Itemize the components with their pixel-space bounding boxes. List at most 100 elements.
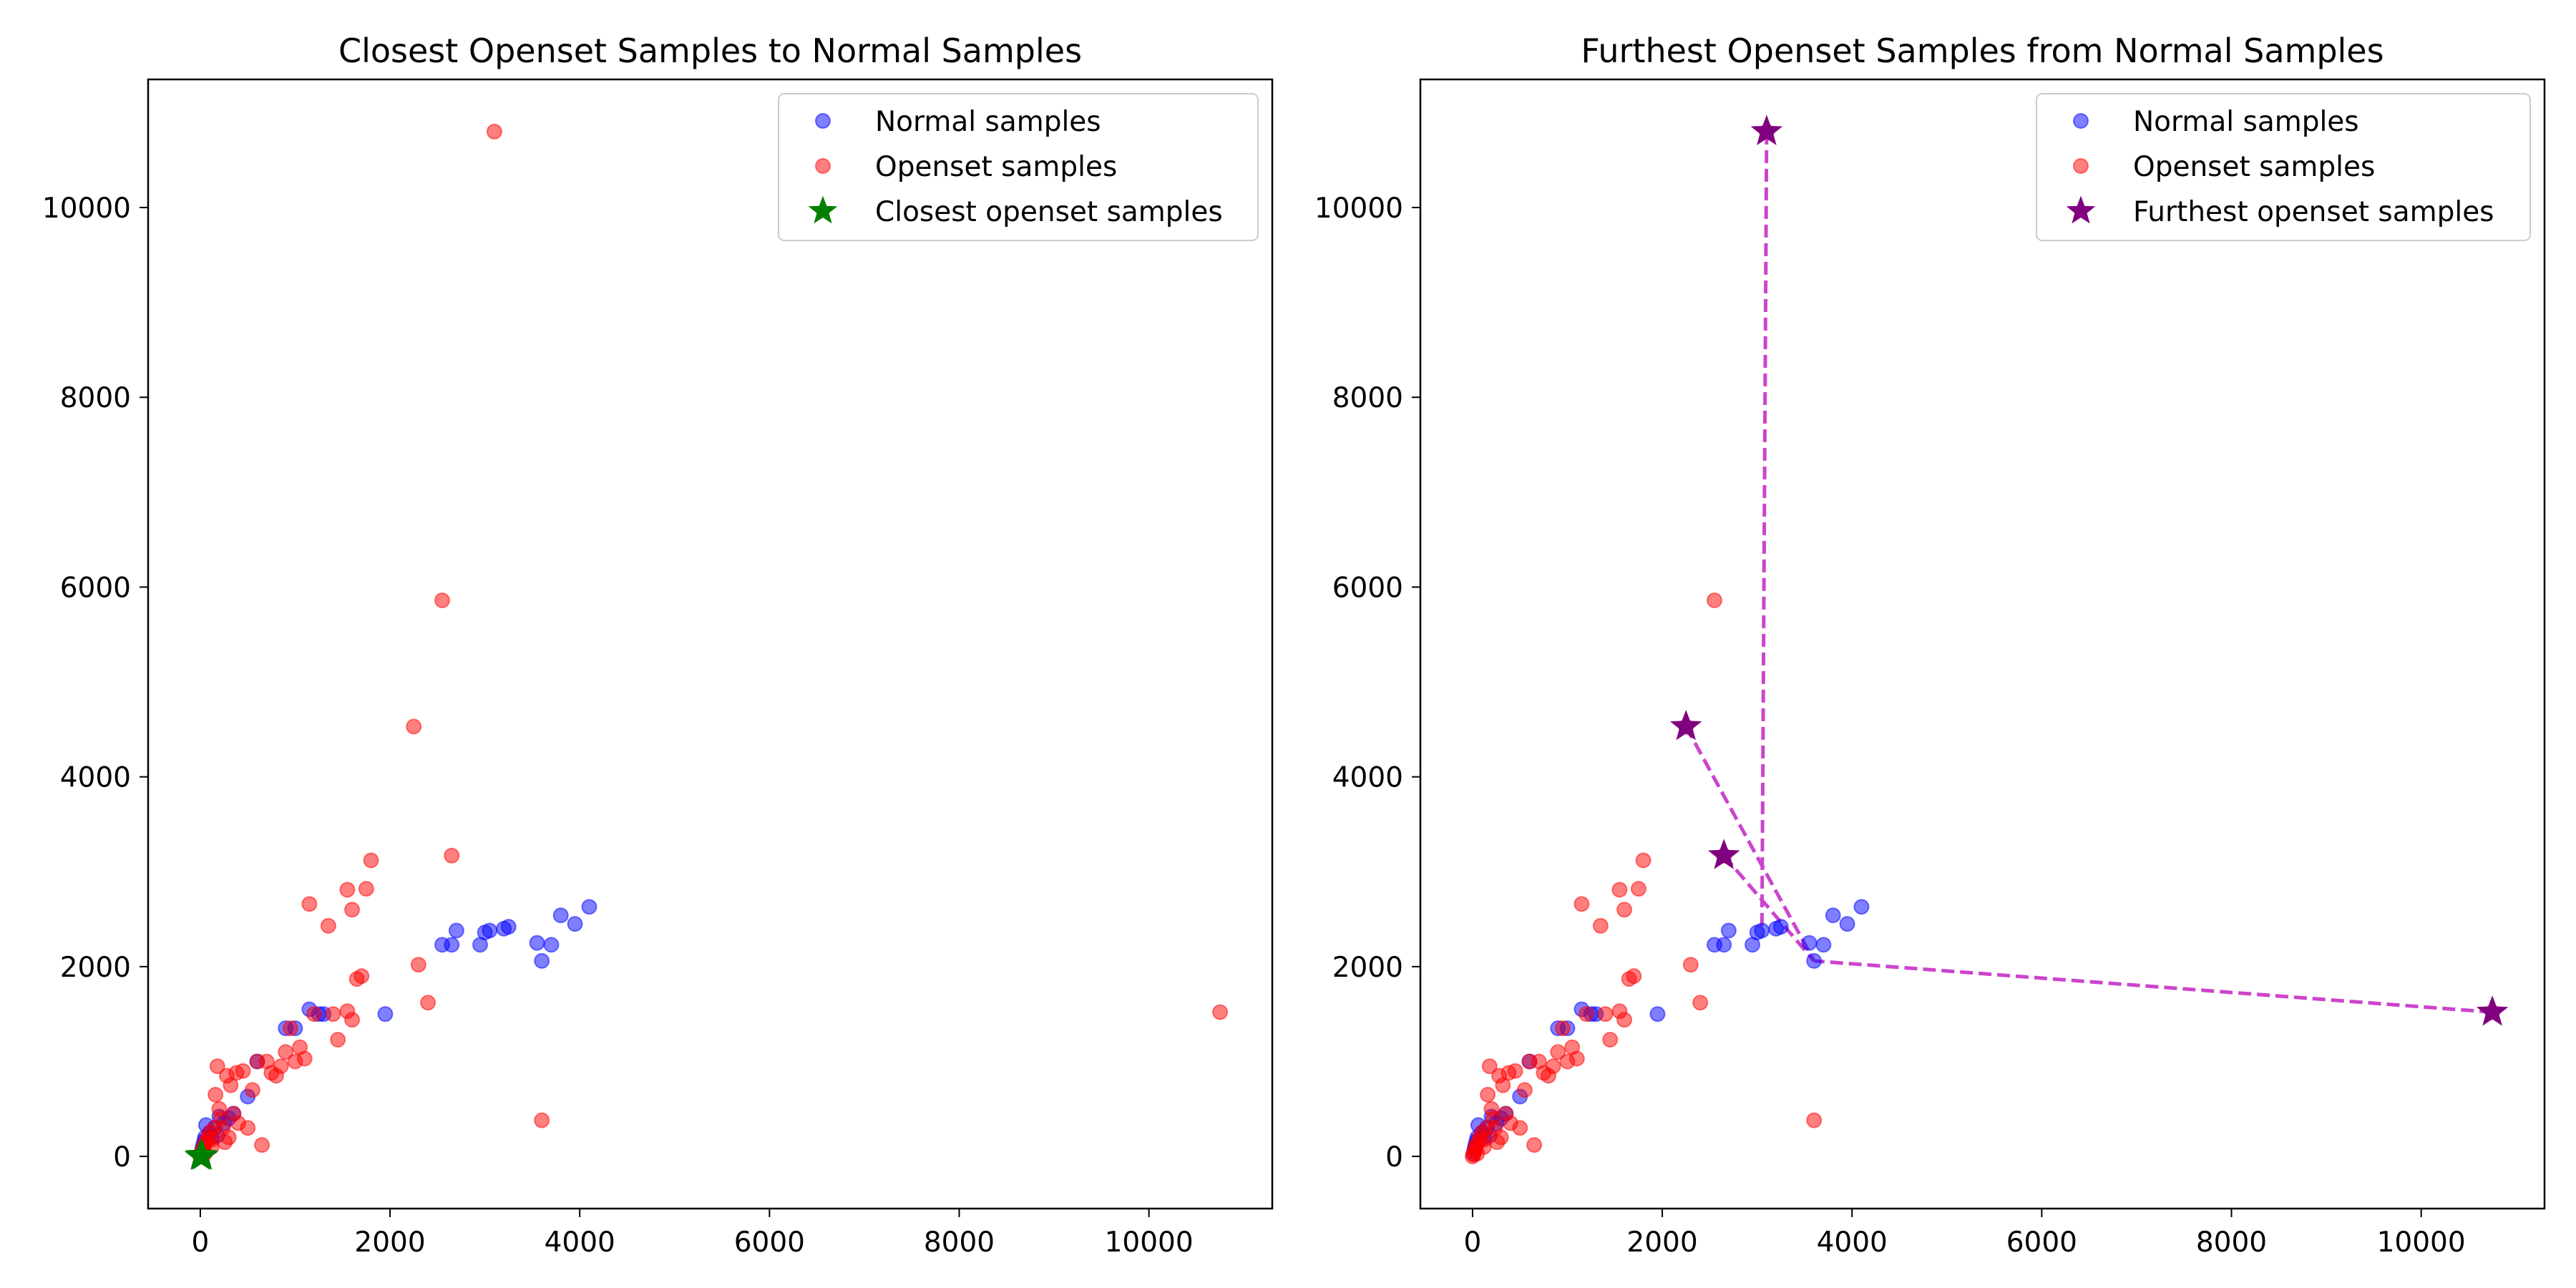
data-point bbox=[534, 952, 550, 969]
data-point bbox=[320, 917, 336, 934]
data-point bbox=[1635, 852, 1652, 869]
x-tick-label: 2000 bbox=[1626, 1226, 1697, 1259]
x-tick-label: 8000 bbox=[2196, 1226, 2267, 1259]
x-tick-label: 6000 bbox=[734, 1226, 805, 1259]
legend-circle-marker bbox=[815, 158, 831, 174]
data-point bbox=[529, 935, 545, 951]
connector-line bbox=[1722, 854, 1816, 962]
legend: Normal samples Openset samples Closest ope… bbox=[778, 93, 1259, 241]
data-point bbox=[1507, 1063, 1523, 1079]
x-tick-label: 4000 bbox=[545, 1226, 615, 1259]
x-tick-label: 10000 bbox=[1105, 1226, 1194, 1259]
legend-star-marker bbox=[808, 195, 838, 224]
data-point bbox=[552, 907, 569, 924]
connector-line bbox=[1684, 726, 1816, 962]
legend: Normal samples Openset samples Furthest op… bbox=[2036, 93, 2531, 241]
data-point bbox=[1853, 899, 1870, 915]
x-tick-label: 4000 bbox=[1817, 1226, 1888, 1259]
data-point bbox=[534, 1112, 550, 1128]
connector-line bbox=[1813, 959, 2493, 1015]
data-point bbox=[220, 1129, 237, 1146]
data-point bbox=[1626, 968, 1642, 985]
data-point bbox=[330, 1031, 346, 1048]
series-2 bbox=[1669, 114, 2509, 1026]
series-1 bbox=[1464, 123, 2501, 1165]
data-point bbox=[1616, 1012, 1633, 1028]
data-point bbox=[1801, 935, 1818, 951]
data-point bbox=[1839, 916, 1855, 932]
data-point bbox=[482, 922, 498, 939]
data-point bbox=[1493, 1129, 1509, 1146]
legend-star-marker bbox=[2066, 195, 2096, 224]
chart-title: Closest Openset Samples to Normal Sample… bbox=[338, 31, 1082, 70]
legend-frame bbox=[778, 93, 1259, 241]
data-point bbox=[339, 882, 356, 898]
y-tick-label: 8000 bbox=[1332, 382, 1403, 414]
data-point bbox=[1545, 1058, 1561, 1075]
x-tick-label: 2000 bbox=[354, 1226, 425, 1259]
data-point bbox=[306, 1006, 323, 1023]
data-point bbox=[1706, 592, 1722, 609]
y-tick-label: 10000 bbox=[1314, 192, 1403, 225]
legend-label: Closest openset samples bbox=[875, 196, 1223, 228]
data-point bbox=[1682, 957, 1699, 973]
data-point bbox=[363, 852, 379, 869]
data-point bbox=[344, 1012, 361, 1028]
x-tick-label: 10000 bbox=[2377, 1226, 2466, 1259]
legend-label: Openset samples bbox=[2133, 151, 2375, 183]
y-tick-label: 0 bbox=[113, 1141, 131, 1174]
data-point bbox=[273, 1058, 289, 1075]
data-point bbox=[1574, 896, 1590, 912]
data-point bbox=[1806, 1112, 1823, 1128]
data-point bbox=[301, 896, 318, 912]
data-point bbox=[444, 937, 460, 953]
data-point bbox=[1825, 907, 1841, 924]
data-point bbox=[1806, 952, 1823, 969]
y-tick-label: 4000 bbox=[1332, 762, 1403, 794]
data-point bbox=[1720, 922, 1737, 939]
data-point bbox=[500, 919, 517, 935]
data-point bbox=[254, 1137, 270, 1153]
data-point bbox=[420, 995, 436, 1011]
data-point bbox=[235, 1063, 251, 1079]
data-point bbox=[1649, 1006, 1666, 1023]
x-tick-label: 8000 bbox=[924, 1226, 995, 1259]
legend-label: Normal samples bbox=[875, 106, 1101, 138]
data-point bbox=[208, 1086, 224, 1103]
data-point bbox=[1754, 922, 1770, 939]
y-tick-label: 2000 bbox=[60, 952, 131, 984]
data-point bbox=[344, 902, 361, 918]
data-point bbox=[1568, 1050, 1585, 1067]
data-point bbox=[448, 922, 464, 939]
legend-frame bbox=[2036, 93, 2531, 241]
star-marker bbox=[1669, 709, 1702, 741]
chart-2: Furthest Openset Samples from Normal Sam… bbox=[1314, 31, 2546, 1259]
data-point bbox=[1480, 1086, 1496, 1103]
legend-label: Normal samples bbox=[2133, 106, 2359, 138]
y-tick-label: 2000 bbox=[1332, 952, 1403, 984]
star-marker bbox=[2476, 995, 2509, 1026]
x-tick-label: 6000 bbox=[2006, 1226, 2077, 1259]
data-point bbox=[353, 968, 370, 985]
data-point bbox=[567, 916, 583, 932]
data-point bbox=[444, 847, 460, 864]
data-point bbox=[1550, 1044, 1566, 1060]
y-tick-label: 8000 bbox=[60, 382, 131, 414]
star-marker bbox=[1707, 839, 1740, 869]
y-tick-label: 10000 bbox=[42, 192, 131, 225]
data-point bbox=[358, 881, 374, 897]
data-point bbox=[486, 123, 502, 140]
data-point bbox=[1516, 1082, 1533, 1098]
data-point bbox=[406, 718, 422, 735]
legend-circle-marker bbox=[2073, 158, 2089, 174]
y-tick-label: 6000 bbox=[60, 572, 131, 604]
data-point bbox=[1212, 1004, 1229, 1020]
y-tick-label: 0 bbox=[1385, 1141, 1403, 1174]
y-tick-label: 4000 bbox=[60, 762, 131, 794]
legend-label: Openset samples bbox=[875, 151, 1117, 183]
data-point bbox=[1630, 881, 1646, 897]
data-point bbox=[1526, 1137, 1543, 1153]
data-point bbox=[1815, 937, 1832, 953]
connector-line bbox=[1760, 131, 1769, 931]
